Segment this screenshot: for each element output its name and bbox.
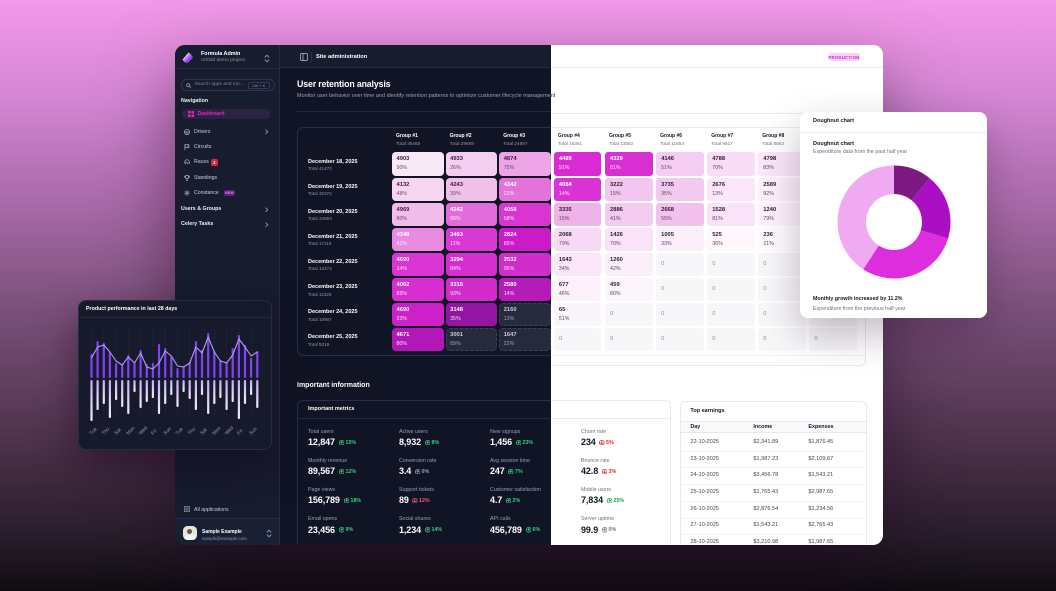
svg-text:Sun: Sun — [162, 426, 173, 437]
svg-text:Sun: Sun — [248, 426, 259, 437]
svg-text:Fri: Fri — [150, 428, 158, 436]
svg-text:Tue: Tue — [89, 426, 99, 436]
svg-text:Wed: Wed — [138, 425, 149, 436]
svg-text:Mon: Mon — [211, 425, 222, 436]
svg-text:Sat: Sat — [113, 427, 123, 437]
svg-text:Tue: Tue — [175, 426, 185, 436]
svg-text:Fri: Fri — [236, 428, 244, 436]
svg-text:Thu: Thu — [187, 426, 197, 436]
svg-text:Wed: Wed — [224, 425, 235, 436]
svg-text:Mon: Mon — [125, 425, 136, 436]
svg-text:Sat: Sat — [199, 427, 209, 437]
svg-text:Thu: Thu — [101, 426, 111, 436]
